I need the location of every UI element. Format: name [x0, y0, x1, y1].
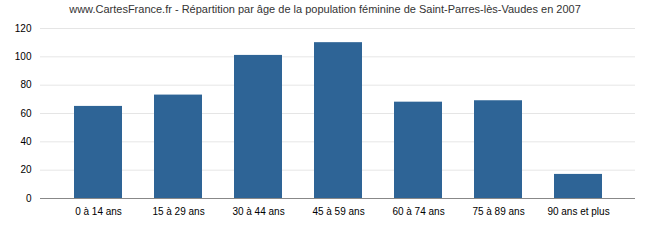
svg-text:100: 100: [15, 51, 32, 62]
svg-text:20: 20: [20, 164, 32, 175]
html-text:www.CartesFrance.fr - Répartit: www.CartesFrance.fr - Répartition par âg…: [69, 3, 581, 15]
svg-text:90 ans et plus: 90 ans et plus: [547, 206, 609, 217]
svg-text:120: 120: [15, 23, 32, 34]
svg-text:60 à 74 ans: 60 à 74 ans: [392, 206, 444, 217]
svg-text:15 à 29 ans: 15 à 29 ans: [152, 206, 204, 217]
svg-text:60: 60: [20, 108, 32, 119]
svg-text:0: 0: [26, 193, 32, 204]
svg-text:80: 80: [20, 79, 32, 90]
svg-text:45 à 59 ans: 45 à 59 ans: [312, 206, 364, 217]
svg-text:0 à 14 ans: 0 à 14 ans: [75, 206, 122, 217]
svg-text:75 à 89 ans: 75 à 89 ans: [472, 206, 524, 217]
svg-text:30 à 44 ans: 30 à 44 ans: [232, 206, 284, 217]
svg-text:40: 40: [20, 136, 32, 147]
